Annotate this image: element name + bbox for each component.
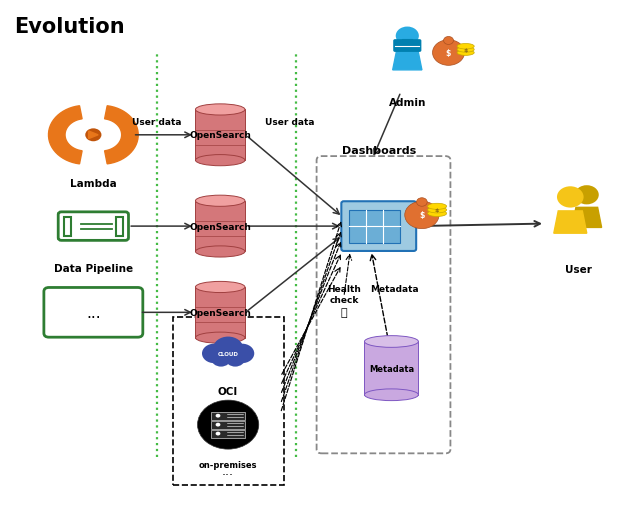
- Text: Metadata: Metadata: [370, 285, 419, 294]
- Ellipse shape: [196, 246, 245, 258]
- Text: ...: ...: [86, 305, 101, 320]
- Text: Lambda: Lambda: [70, 179, 117, 188]
- Ellipse shape: [364, 389, 419, 401]
- Text: Dashboards: Dashboards: [341, 146, 416, 156]
- Circle shape: [85, 129, 101, 142]
- Ellipse shape: [457, 44, 474, 50]
- Ellipse shape: [364, 336, 419, 348]
- Polygon shape: [48, 106, 82, 164]
- Circle shape: [215, 414, 220, 418]
- FancyBboxPatch shape: [196, 288, 245, 338]
- Text: OpenSearch: OpenSearch: [189, 222, 251, 231]
- Text: User data: User data: [132, 118, 182, 126]
- Text: Admin: Admin: [389, 98, 426, 107]
- Ellipse shape: [427, 204, 447, 210]
- Circle shape: [230, 344, 254, 363]
- FancyBboxPatch shape: [58, 212, 129, 241]
- Text: Evolution: Evolution: [14, 17, 125, 37]
- Ellipse shape: [196, 282, 245, 293]
- Circle shape: [211, 352, 231, 367]
- Text: $: $: [419, 211, 425, 220]
- FancyBboxPatch shape: [196, 202, 245, 252]
- Ellipse shape: [457, 51, 474, 56]
- Circle shape: [433, 41, 464, 66]
- Text: User: User: [565, 265, 592, 274]
- Ellipse shape: [457, 48, 474, 53]
- FancyBboxPatch shape: [211, 421, 245, 429]
- Circle shape: [404, 202, 439, 229]
- Text: OpenSearch: OpenSearch: [189, 131, 251, 140]
- Circle shape: [225, 352, 245, 367]
- Circle shape: [213, 337, 243, 361]
- Text: Health
check: Health check: [327, 285, 361, 304]
- Polygon shape: [554, 211, 587, 234]
- Polygon shape: [89, 132, 98, 139]
- Text: Metadata: Metadata: [369, 364, 414, 373]
- Polygon shape: [572, 208, 601, 228]
- Text: $: $: [446, 49, 451, 58]
- FancyBboxPatch shape: [173, 318, 283, 485]
- Text: ...: ...: [222, 464, 234, 477]
- Ellipse shape: [196, 155, 245, 166]
- Text: OCI: OCI: [218, 387, 238, 397]
- Text: on-premises: on-premises: [199, 460, 257, 469]
- FancyBboxPatch shape: [44, 288, 143, 337]
- Ellipse shape: [427, 211, 447, 217]
- FancyBboxPatch shape: [211, 431, 245, 438]
- Text: 💗: 💗: [341, 307, 347, 318]
- FancyBboxPatch shape: [350, 210, 399, 243]
- Text: OpenSearch: OpenSearch: [189, 308, 251, 317]
- FancyBboxPatch shape: [116, 217, 123, 236]
- FancyBboxPatch shape: [393, 40, 421, 53]
- Circle shape: [396, 27, 419, 46]
- Ellipse shape: [196, 332, 245, 344]
- FancyBboxPatch shape: [341, 202, 416, 251]
- Ellipse shape: [196, 105, 245, 116]
- Ellipse shape: [427, 208, 447, 213]
- Ellipse shape: [196, 196, 245, 207]
- Circle shape: [197, 401, 259, 449]
- Polygon shape: [392, 51, 422, 71]
- Circle shape: [215, 432, 220, 436]
- FancyBboxPatch shape: [196, 110, 245, 161]
- Text: Data Pipeline: Data Pipeline: [54, 263, 133, 273]
- Circle shape: [443, 37, 454, 45]
- Polygon shape: [104, 106, 138, 164]
- FancyBboxPatch shape: [64, 217, 71, 236]
- FancyBboxPatch shape: [364, 342, 419, 395]
- FancyBboxPatch shape: [211, 413, 245, 420]
- Circle shape: [557, 187, 583, 208]
- Circle shape: [417, 199, 427, 207]
- Circle shape: [202, 344, 226, 363]
- Text: $: $: [464, 48, 468, 53]
- Circle shape: [215, 423, 220, 427]
- Text: User data: User data: [265, 118, 315, 126]
- Circle shape: [575, 186, 599, 205]
- Text: CLOUD: CLOUD: [218, 351, 239, 356]
- Text: $: $: [435, 208, 440, 213]
- FancyBboxPatch shape: [317, 157, 450, 454]
